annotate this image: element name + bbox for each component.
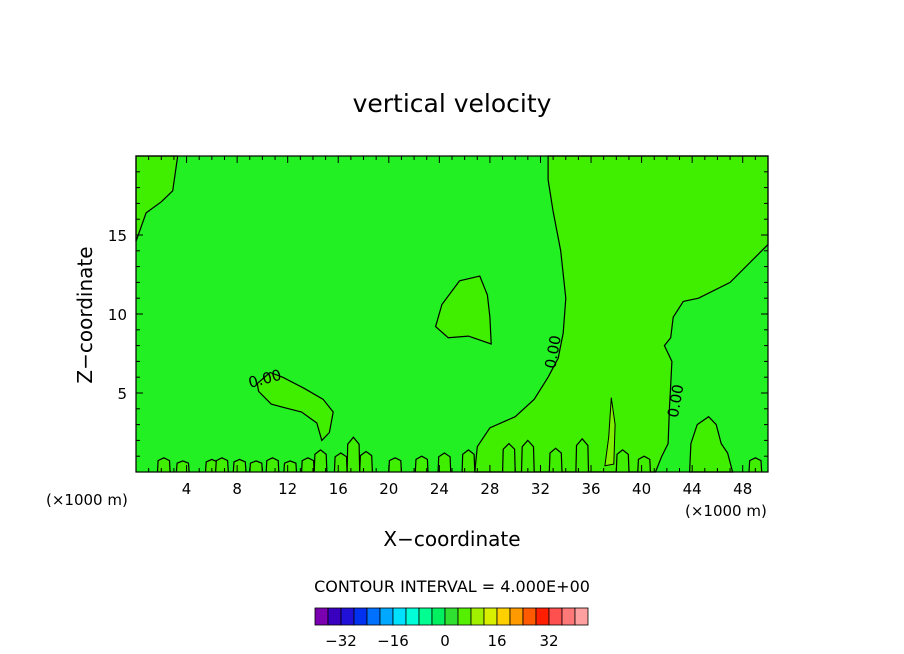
surface-contour-23 <box>748 457 763 473</box>
colorbar-swatch <box>470 607 485 626</box>
surface-contour-9 <box>313 449 328 473</box>
colorbar-swatch <box>535 607 550 626</box>
surface-contour-12 <box>359 450 373 473</box>
colorbar-swatch <box>314 607 329 626</box>
region-mid-cell <box>434 275 492 345</box>
surface-contour-17 <box>502 442 516 473</box>
region-right-lobe <box>688 415 734 473</box>
surface-contour-21 <box>615 449 630 473</box>
y-tick-label: 15 <box>108 227 127 245</box>
colorbar-tick-label: −32 <box>325 632 357 650</box>
x-tick-label: 16 <box>329 480 348 498</box>
colorbar-swatch <box>561 607 576 626</box>
x-tick-label: 24 <box>430 480 449 498</box>
colorbar-swatch <box>405 607 420 626</box>
surface-contour-10 <box>333 452 348 473</box>
colorbar-swatch <box>444 607 459 626</box>
x-tick-label: 32 <box>531 480 550 498</box>
colorbar-swatch <box>418 607 433 626</box>
surface-contour-8 <box>301 457 315 473</box>
x-unit-left: (×1000 m) <box>46 491 128 509</box>
surface-contour-7 <box>283 460 298 473</box>
colorbar-swatch <box>548 607 563 626</box>
colorbar-swatch <box>457 607 472 626</box>
surface-contour-15 <box>437 452 452 473</box>
region-left-lobe <box>256 371 334 442</box>
surface-contour-13 <box>388 457 402 473</box>
contour-label: 0.00 <box>664 383 688 419</box>
contour-label-group-1: 0.00 <box>541 334 565 370</box>
colorbar: −32 −16 0 16 32 <box>314 607 589 650</box>
chart-title: vertical velocity <box>353 89 552 118</box>
colorbar-swatch <box>483 607 498 626</box>
surface-contour-1 <box>175 460 190 473</box>
x-tick-label: 4 <box>182 480 192 498</box>
plot-area: 0.000.000.00 <box>135 155 769 473</box>
colorbar-swatch <box>392 607 407 626</box>
surface-contour-5 <box>249 460 263 473</box>
colorbar-tick-label: 32 <box>539 632 558 650</box>
x-tick-label: 12 <box>278 480 297 498</box>
colorbar-swatch <box>431 607 446 626</box>
y-tick-label: 10 <box>108 306 127 324</box>
surface-contour-3 <box>215 457 229 473</box>
contour-interval-text: CONTOUR INTERVAL = 4.000E+00 <box>314 577 590 596</box>
contour-label: 0.00 <box>541 334 565 370</box>
colorbar-swatch <box>340 607 355 626</box>
colorbar-swatch <box>522 607 537 626</box>
colorbar-tick-label: 0 <box>440 632 450 650</box>
region-updraft <box>474 155 769 473</box>
surface-contour-4 <box>232 458 247 473</box>
x-tick-labels: 4 8 12 16 20 24 28 32 36 40 44 48 <box>182 480 752 498</box>
x-tick-label: 36 <box>581 480 600 498</box>
x-tick-label: 20 <box>379 480 398 498</box>
x-tick-label: 8 <box>232 480 242 498</box>
x-unit-right: (×1000 m) <box>685 502 767 520</box>
surface-contour-19 <box>548 447 563 473</box>
colorbar-swatch <box>327 607 342 626</box>
x-tick-label: 48 <box>733 480 752 498</box>
colorbar-tick-label: −16 <box>377 632 409 650</box>
surface-contour-6 <box>265 457 280 473</box>
colorbar-tick-label: 16 <box>487 632 506 650</box>
surface-contour-20 <box>575 437 590 473</box>
y-tick-labels: 5 10 15 <box>108 227 127 403</box>
colorbar-swatch <box>496 607 511 626</box>
x-tick-label: 40 <box>632 480 651 498</box>
colorbar-swatch <box>366 607 381 626</box>
y-tick-label: 5 <box>117 385 127 403</box>
surface-contour-0 <box>156 457 171 473</box>
x-tick-label: 28 <box>480 480 499 498</box>
colorbar-swatch <box>574 607 589 626</box>
y-axis-label: Z−coordinate <box>73 246 97 383</box>
colorbar-swatch <box>353 607 368 626</box>
colorbar-swatch <box>379 607 394 626</box>
surface-contour-11 <box>346 436 361 473</box>
surface-contour-14 <box>414 455 429 473</box>
region-narrow-cell <box>604 397 616 467</box>
contour-label-group-2: 0.00 <box>664 383 688 419</box>
colorbar-swatch <box>509 607 524 626</box>
x-axis-label: X−coordinate <box>383 527 520 551</box>
surface-contour-16 <box>461 449 476 473</box>
surface-contour-18 <box>520 439 535 473</box>
surface-contour-22 <box>637 455 651 473</box>
x-tick-label: 44 <box>683 480 702 498</box>
